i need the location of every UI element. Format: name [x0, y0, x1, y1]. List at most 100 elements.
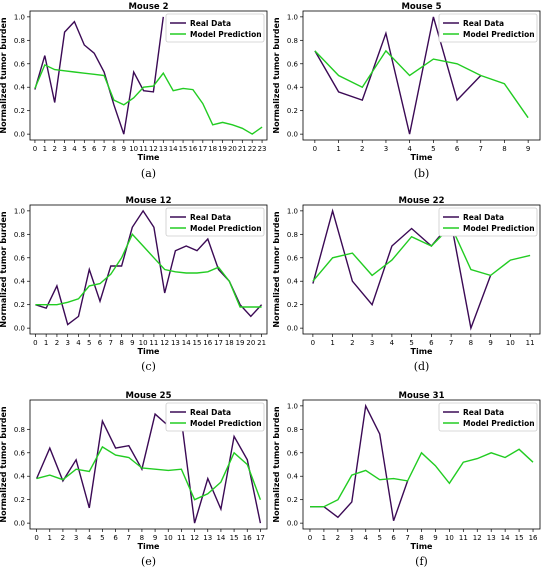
x-axis-label: Time [138, 347, 161, 356]
x-tick-label: 2 [336, 534, 340, 542]
plot-frame [29, 10, 268, 141]
x-tick-label: 11 [149, 339, 158, 347]
model-prediction-line [36, 445, 262, 501]
legend: Real Data Model Prediction [438, 207, 538, 237]
legend-box [165, 402, 265, 432]
x-tick-label: 16 [529, 534, 538, 542]
x-tick-label: 9 [153, 534, 157, 542]
panel-4: Mouse 22 0.0 0.2 0.4 0.6 0.8 1.0 0 1 2 3 4 5 6 7 8 9 10 11… [272, 196, 541, 373]
x-tick-label: 13 [487, 534, 496, 542]
x-tick-label: 3 [65, 339, 69, 347]
panel-title: Mouse 5 [401, 2, 441, 12]
panel-caption: (f) [415, 555, 428, 568]
panel-3: Mouse 120.00.20.40.60.81.00 1 2 3 4 5 6 7 8 9 10 11… [0, 196, 268, 373]
panel-caption: (d) [414, 360, 430, 373]
panel-caption: (c) [141, 360, 156, 373]
x-tick-label: 15 [179, 145, 188, 153]
x-tick-label: 14 [169, 145, 178, 153]
legend: Real Data Model Prediction [438, 402, 538, 432]
x-tick-label: 8 [419, 534, 423, 542]
panel-title: Mouse 22 [399, 196, 445, 206]
y-tick-label: 0.4 [14, 473, 26, 481]
x-tick-label: 6 [455, 145, 460, 153]
legend-box [438, 402, 538, 432]
legend: Real Data Model Prediction [165, 13, 265, 43]
y-tick-label: 0.4 [14, 278, 26, 286]
panel-title: Mouse 2 [128, 2, 168, 12]
x-tick-label: 3 [74, 534, 78, 542]
x-tick-label: 5 [87, 339, 91, 347]
x-tick-label: 12 [473, 534, 482, 542]
x-tick-label: 11 [139, 145, 148, 153]
y-axis-label: Normalized tumor burden [0, 211, 8, 328]
y-axis-label: Normalized tumor burden [272, 211, 281, 328]
x-tick-label: 12 [190, 534, 199, 542]
x-tick-label: 15 [193, 339, 202, 347]
x-tick-label: 23 [258, 145, 267, 153]
panel-caption: (a) [141, 167, 156, 180]
x-tick-label: 16 [203, 339, 212, 347]
x-tick-label: 19 [236, 339, 245, 347]
x-tick-label: 15 [230, 534, 239, 542]
legend-box [165, 13, 265, 43]
x-tick-label: 9 [122, 145, 126, 153]
y-tick-label: 0.6 [287, 254, 299, 262]
x-tick-label: 8 [502, 145, 506, 153]
x-tick-label: 7 [102, 145, 106, 153]
legend-label: Model Prediction [463, 30, 535, 39]
x-tick-label: 7 [449, 339, 453, 347]
legend: Real Data Model Prediction [165, 402, 265, 432]
legend-label: Real Data [190, 408, 231, 417]
y-axis-label: Normalized tumor burden [0, 406, 8, 523]
real-data-line [314, 16, 482, 135]
x-tick-label: 0 [33, 145, 37, 153]
x-tick-label: 13 [171, 339, 180, 347]
x-tick-label: 8 [140, 534, 144, 542]
x-tick-label: 6 [429, 339, 434, 347]
y-tick-label: 0.0 [287, 325, 298, 333]
y-tick-label: 0.0 [287, 520, 298, 528]
y-tick-label: 0.6 [287, 60, 299, 68]
x-tick-label: 18 [208, 145, 217, 153]
y-tick-label: 0.2 [287, 496, 298, 504]
x-tick-label: 2 [55, 339, 59, 347]
model-prediction-line [34, 63, 263, 135]
x-tick-label: 3 [62, 145, 66, 153]
x-tick-label: 17 [198, 145, 207, 153]
x-tick-label: 1 [44, 339, 48, 347]
plot-frame [302, 10, 541, 141]
y-tick-label: 0.4 [287, 278, 299, 286]
panel-title: Mouse 12 [126, 196, 172, 206]
y-tick-label: 0.4 [14, 84, 26, 92]
x-tick-label: 16 [188, 145, 197, 153]
y-tick-label: 0.2 [14, 496, 25, 504]
x-tick-label: 4 [76, 339, 81, 347]
panel-2: Mouse 5 0.0 0.2 0.4 0.6 0.8 1.0 0 1 2 3 4 5 6 7 8 9 Time N… [272, 2, 541, 180]
model-prediction-line [35, 233, 262, 308]
x-tick-label: 14 [182, 339, 191, 347]
legend-box [438, 207, 538, 237]
model-prediction-line [314, 49, 529, 119]
x-tick-label: 9 [130, 339, 134, 347]
x-tick-label: 9 [488, 339, 492, 347]
x-tick-label: 0 [313, 145, 317, 153]
x-tick-label: 2 [360, 145, 364, 153]
x-tick-label: 5 [100, 534, 104, 542]
legend-label: Model Prediction [463, 224, 535, 233]
model-prediction-line [312, 224, 531, 282]
legend-label: Model Prediction [190, 224, 262, 233]
y-tick-label: 0.8 [287, 37, 298, 45]
x-tick-label: 8 [112, 145, 116, 153]
y-tick-label: 0.4 [287, 84, 299, 92]
x-tick-label: 1 [48, 534, 52, 542]
real-data-line [34, 16, 164, 135]
x-tick-label: 3 [384, 145, 388, 153]
x-tick-label: 12 [160, 339, 169, 347]
x-tick-label: 13 [203, 534, 212, 542]
legend: Real Data Model Prediction [165, 207, 265, 237]
x-tick-label: 4 [87, 534, 92, 542]
y-tick-label: 1.0 [14, 13, 25, 21]
legend-box [165, 207, 265, 237]
x-tick-label: 1 [43, 145, 47, 153]
